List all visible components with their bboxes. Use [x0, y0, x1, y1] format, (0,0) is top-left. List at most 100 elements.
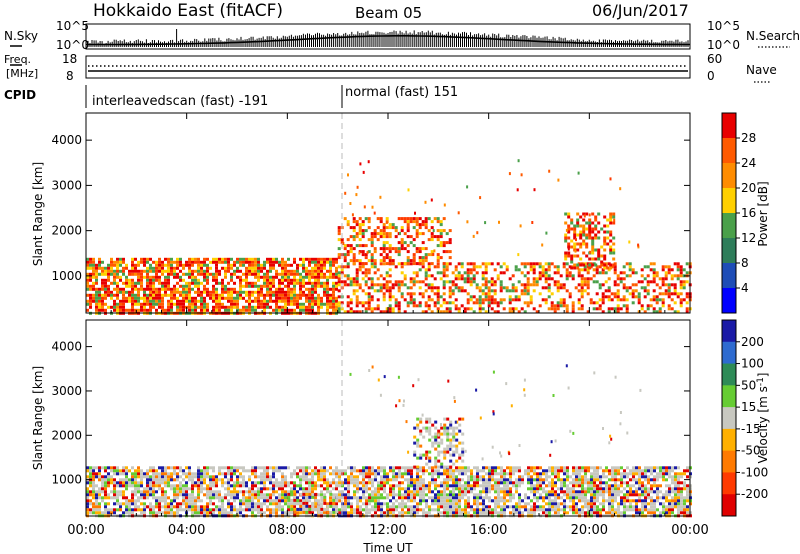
- echo-cell: [101, 293, 104, 297]
- echo-cell: [631, 289, 635, 293]
- echo-cell: [602, 496, 605, 500]
- echo-cell: [520, 283, 524, 287]
- echo-cell: [569, 493, 572, 497]
- echo-cell: [457, 271, 461, 275]
- echo-cell: [418, 280, 422, 284]
- echo-cell: [401, 472, 404, 476]
- echo-cell: [95, 475, 98, 479]
- echo-cell: [554, 469, 557, 473]
- echo-cell: [520, 292, 524, 296]
- echo-cell: [236, 266, 239, 270]
- echo-cell: [410, 478, 413, 482]
- echo-cell: [110, 260, 113, 264]
- echo-cell: [518, 496, 521, 500]
- echo-cell: [667, 286, 671, 290]
- echo-cell: [227, 260, 230, 264]
- echo-cell: [628, 274, 632, 278]
- echo-cell: [576, 218, 580, 222]
- echo-cell: [227, 290, 230, 294]
- echo-cell: [239, 466, 242, 470]
- echo-cell: [361, 289, 365, 293]
- echo-cell: [449, 502, 452, 506]
- echo-cell: [311, 287, 314, 291]
- echo-cell: [167, 287, 170, 291]
- echo-cell: [149, 266, 152, 270]
- echo-cell: [335, 305, 338, 309]
- echo-cell: [593, 469, 596, 473]
- echo-cell: [661, 298, 665, 302]
- echo-cell: [392, 508, 395, 512]
- echo-cell: [254, 484, 257, 488]
- echo-cell: [415, 271, 419, 275]
- echo-cell: [355, 232, 359, 236]
- echo-cell: [597, 230, 601, 234]
- echo-cell: [542, 508, 545, 512]
- echo-cell: [454, 265, 458, 269]
- echo-cell: [92, 281, 95, 285]
- echo-cell: [101, 272, 104, 276]
- echo-cell: [591, 242, 595, 246]
- echo-cell: [579, 263, 583, 267]
- echo-cell: [394, 298, 398, 302]
- echo-cell: [506, 472, 509, 476]
- echo-cell: [197, 505, 200, 509]
- echo-cell: [200, 260, 203, 264]
- echo-cell: [149, 305, 152, 309]
- echo-cell: [275, 302, 278, 306]
- echo-cell: [254, 481, 257, 485]
- echo-cell: [625, 310, 629, 314]
- echo-cell: [449, 496, 452, 500]
- echo-cell: [589, 298, 593, 302]
- echo-cell: [266, 281, 269, 285]
- echo-cell: [128, 290, 131, 294]
- echo-cell: [370, 253, 374, 257]
- echo-cell: [377, 505, 380, 509]
- echo-cell: [414, 211, 416, 215]
- echo-cell: [269, 475, 272, 479]
- echo-cell: [539, 493, 542, 497]
- echo-cell: [340, 238, 344, 242]
- echo-cell: [560, 508, 563, 512]
- echo-cell: [293, 472, 296, 476]
- echo-cell: [389, 466, 392, 470]
- echo-cell: [371, 490, 374, 494]
- echo-cell: [518, 502, 521, 506]
- echo-cell: [266, 478, 269, 482]
- echo-cell: [182, 472, 185, 476]
- echo-cell: [620, 511, 623, 515]
- echo-cell: [612, 257, 616, 261]
- echo-cell: [188, 469, 191, 473]
- echo-cell: [116, 502, 119, 506]
- echo-cell: [364, 256, 368, 260]
- echo-cell: [632, 472, 635, 476]
- echo-cell: [587, 499, 590, 503]
- echo-cell: [598, 286, 602, 290]
- echo-cell: [346, 277, 350, 281]
- echo-cell: [609, 251, 613, 255]
- echo-cell: [449, 478, 452, 482]
- echo-cell: [509, 478, 512, 482]
- echo-cell: [494, 469, 497, 473]
- echo-cell: [457, 307, 461, 311]
- echo-cell: [185, 284, 188, 288]
- echo-cell: [337, 265, 341, 269]
- echo-cell: [448, 289, 452, 293]
- echo-cell: [479, 196, 482, 200]
- echo-cell: [191, 475, 194, 479]
- echo-cell: [464, 487, 467, 491]
- echo-cell: [585, 236, 589, 240]
- echo-cell: [221, 484, 224, 488]
- echo-cell: [428, 511, 431, 515]
- echo-cell: [539, 487, 542, 491]
- echo-cell: [490, 307, 494, 311]
- echo-cell: [335, 266, 338, 270]
- echo-cell: [344, 481, 347, 485]
- echo-cell: [125, 481, 128, 485]
- echo-cell: [260, 266, 263, 270]
- echo-cell: [573, 227, 577, 231]
- echo-cell: [598, 271, 602, 275]
- echo-cell: [527, 508, 530, 512]
- echo-cell: [143, 308, 146, 312]
- echo-cell: [403, 220, 407, 224]
- echo-cell: [616, 274, 620, 278]
